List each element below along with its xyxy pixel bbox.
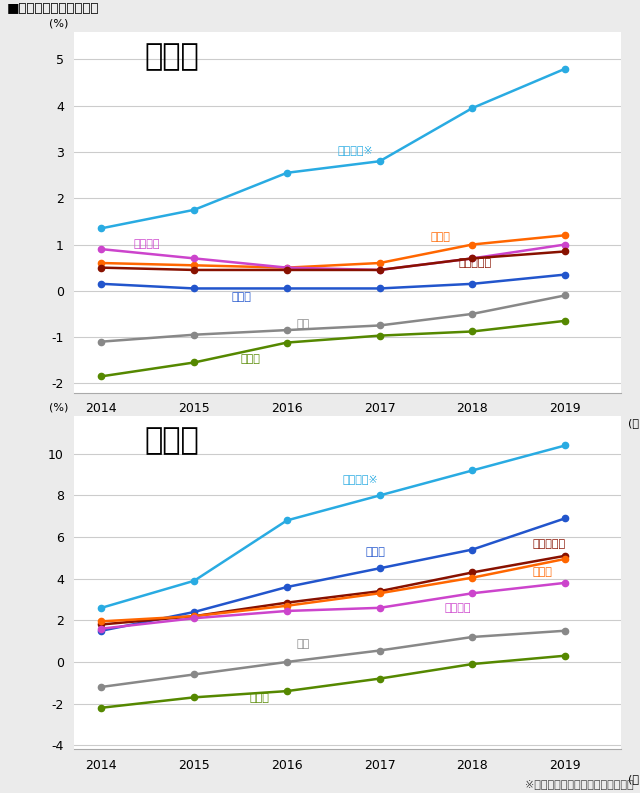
Text: 全国: 全国 [296, 319, 309, 329]
Text: 三大都市圏: 三大都市圏 [458, 258, 492, 268]
Text: 地方圏: 地方圏 [241, 354, 260, 364]
Text: 住宅地: 住宅地 [145, 43, 200, 71]
Text: ■基準地価の変動率推移: ■基準地価の変動率推移 [6, 2, 99, 15]
Text: 東京圏: 東京圏 [532, 568, 552, 577]
Text: 地方四市※: 地方四市※ [342, 473, 378, 484]
Text: 名古屋圏: 名古屋圏 [134, 239, 161, 248]
Text: 東京圏: 東京圏 [431, 232, 451, 242]
Text: 全国: 全国 [296, 639, 309, 649]
Text: (年): (年) [628, 775, 640, 784]
Text: 大阪圏: 大阪圏 [365, 546, 386, 557]
Text: 地方四市※: 地方四市※ [338, 144, 374, 155]
Text: 地方圏: 地方圏 [250, 693, 269, 703]
Text: 大阪圏: 大阪圏 [231, 293, 251, 302]
Text: 三大都市圏: 三大都市圏 [532, 539, 566, 550]
Text: 商業地: 商業地 [145, 427, 200, 455]
Text: (年): (年) [628, 418, 640, 427]
Text: ※札幌市・仙台市・広島市・福岡市: ※札幌市・仙台市・広島市・福岡市 [525, 779, 634, 789]
Text: (%): (%) [49, 403, 68, 413]
Text: 名古屋圏: 名古屋圏 [445, 603, 471, 613]
Text: (%): (%) [49, 18, 68, 28]
